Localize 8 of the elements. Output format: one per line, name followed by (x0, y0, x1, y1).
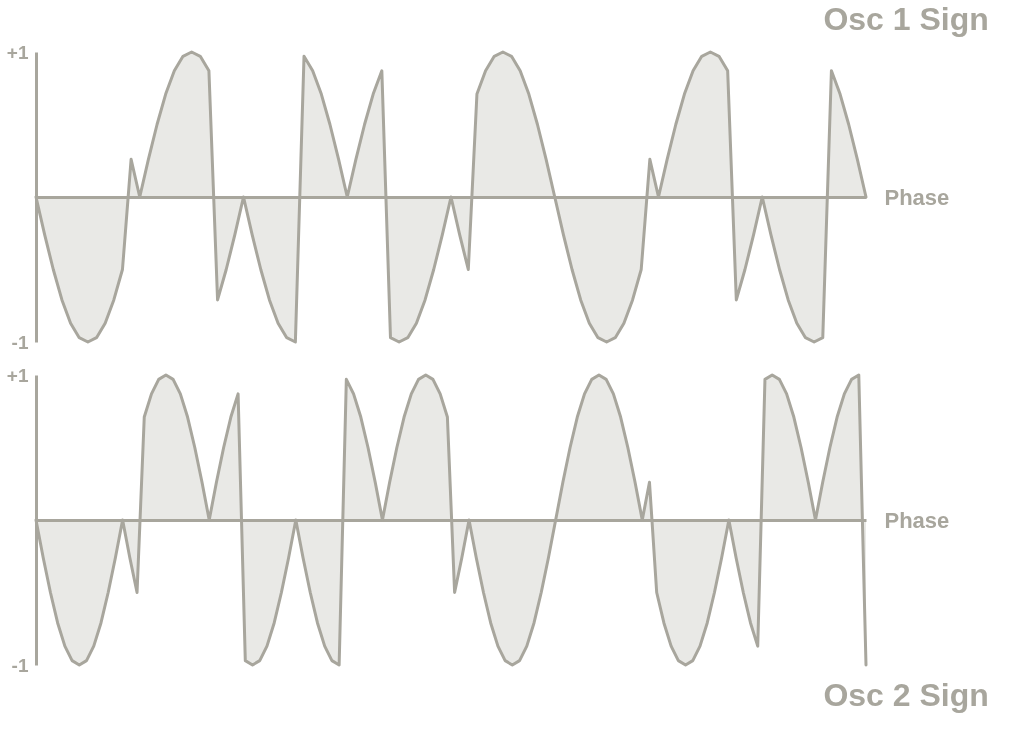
y-tick-label: -1 (11, 331, 29, 353)
y-tick-label: -1 (11, 654, 29, 676)
chart-title: Osc 1 Sign (823, 1, 989, 37)
x-axis-title: Phase (884, 184, 950, 210)
y-tick-label: +1 (6, 364, 29, 386)
y-tick-label: +1 (6, 41, 29, 63)
x-axis-title: Phase (884, 507, 950, 533)
text: Osc 2 Sign (823, 677, 989, 713)
